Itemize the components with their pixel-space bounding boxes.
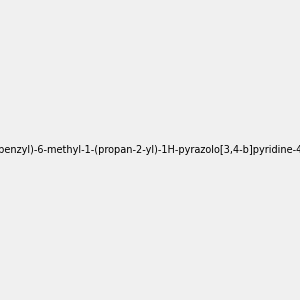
- Text: N-(4-methoxybenzyl)-6-methyl-1-(propan-2-yl)-1H-pyrazolo[3,4-b]pyridine-4-carbox: N-(4-methoxybenzyl)-6-methyl-1-(propan-2…: [0, 145, 300, 155]
